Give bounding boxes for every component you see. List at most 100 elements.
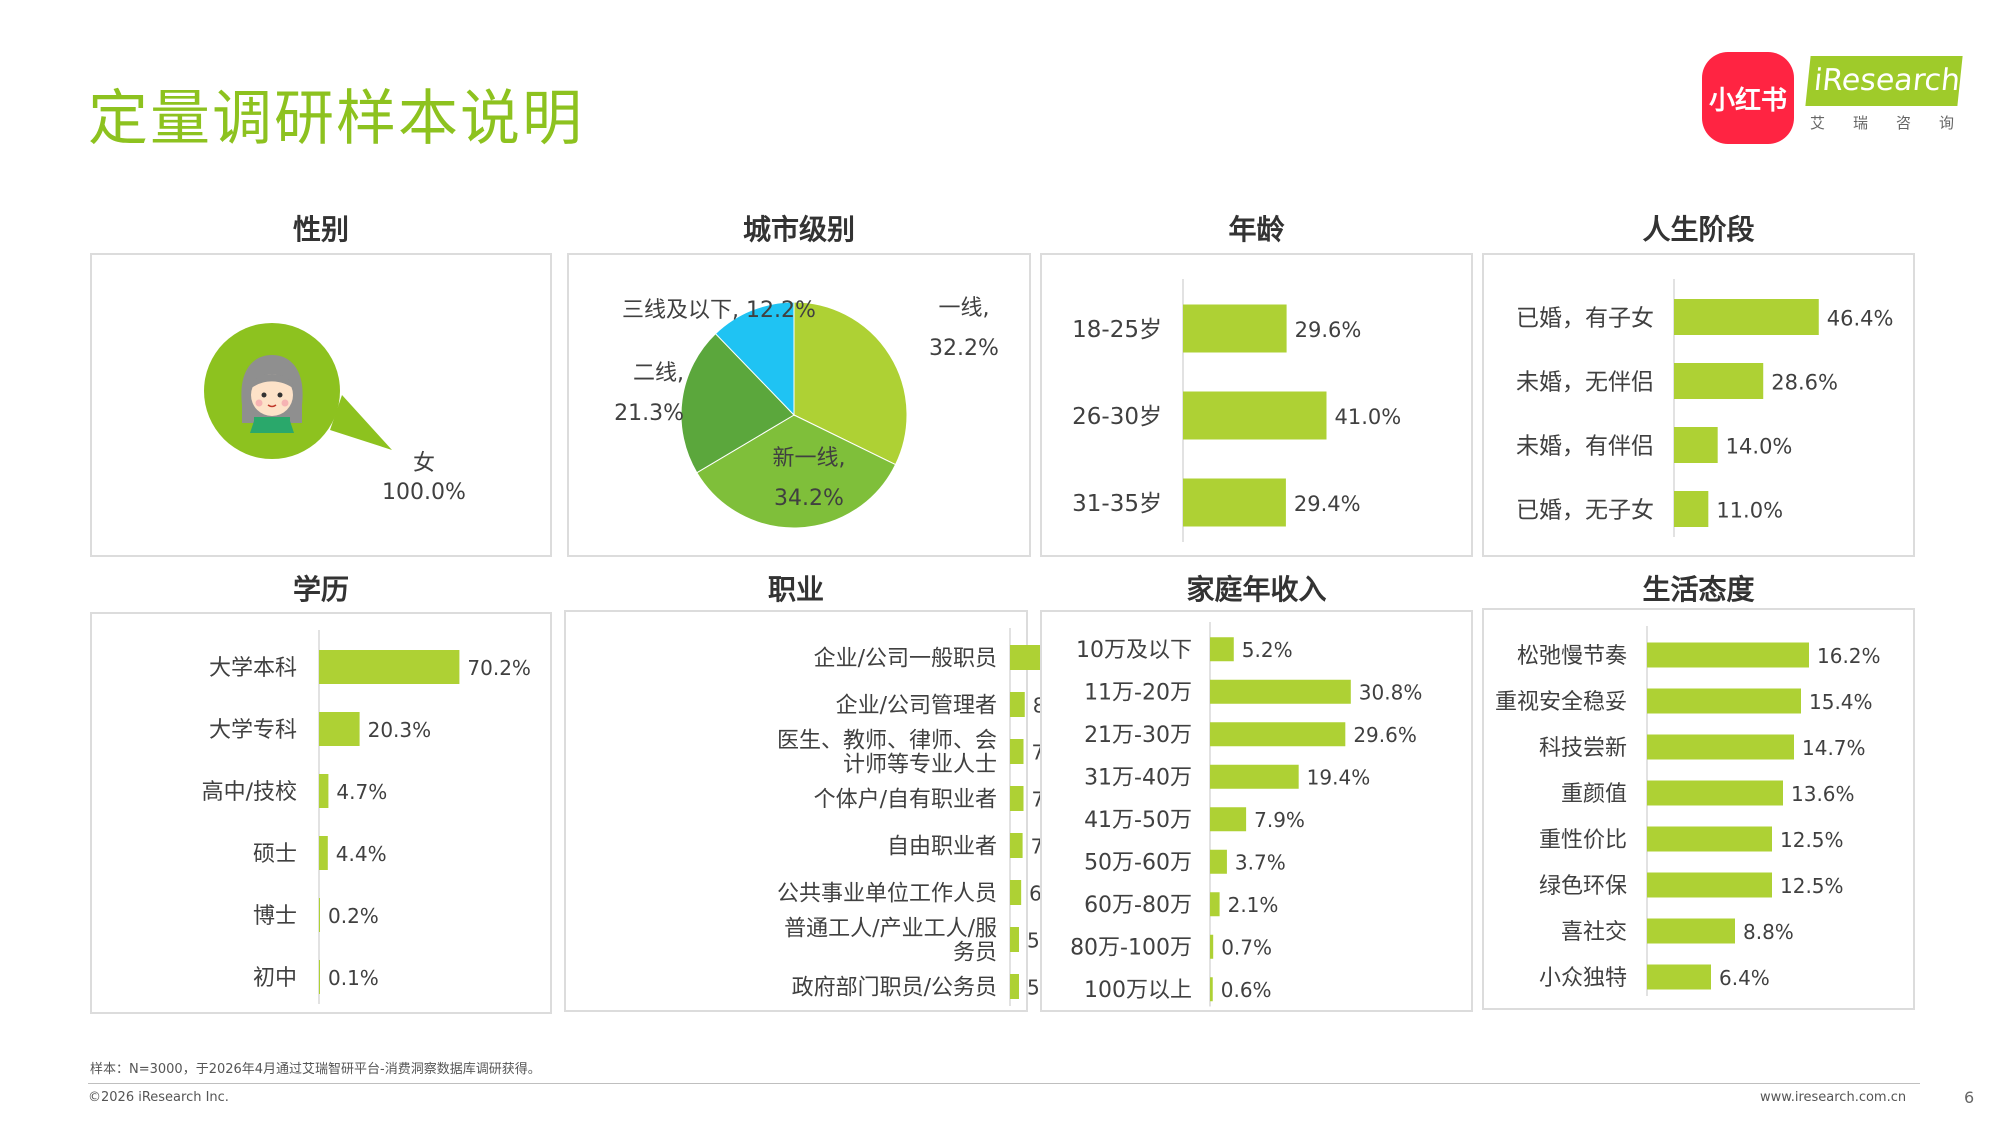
- attitude-panel: 16.2% 松弛慢节奏 15.4% 重视安全稳妥 14.7% 科技尝新 13.6% 重颜值 12…: [1482, 608, 1915, 1010]
- edu-category-label: 博士: [253, 904, 297, 929]
- age-value-label: 29.4%: [1294, 492, 1361, 516]
- edu-value-label: 0.2%: [328, 904, 379, 928]
- income-category-label: 21万-30万: [1084, 723, 1192, 748]
- age-category-label: 18-25岁: [1072, 317, 1162, 343]
- attitude-bar: [1647, 964, 1711, 990]
- income-category-label: 80万-100万: [1070, 936, 1192, 961]
- job-bar: [1010, 739, 1024, 764]
- footer-divider: [88, 1083, 1920, 1084]
- footnote: 样本：N=3000，于2026年4月通过艾瑞智研平台-消费洞察数据库调研获得。: [90, 1062, 541, 1077]
- attitude-category-label: 喜社交: [1561, 920, 1627, 945]
- income-value-label: 3.7%: [1235, 851, 1286, 875]
- life-panel: 46.4% 已婚，有子女 28.6% 未婚，无伴侣 14.0% 未婚，有伴侣 11.0% 已婚…: [1482, 253, 1915, 557]
- gender-value-label: 100.0%: [382, 480, 466, 505]
- city-chart: 一线, 32.2% 新一线, 34.2% 二线, 21.3% 三线及以下, 12.2%: [614, 296, 999, 529]
- edu-value-label: 4.7%: [336, 780, 387, 804]
- income-bar: [1210, 679, 1351, 704]
- life-title: 人生阶段: [1642, 213, 1755, 246]
- copyright: ©2026 iResearch Inc.: [88, 1090, 229, 1105]
- iresearch-logo: iResearch 艾瑞咨询: [1805, 52, 1983, 144]
- attitude-bar: [1647, 642, 1809, 668]
- job-category-label: 普通工人/产业工人/服: [784, 916, 997, 941]
- gender-chart: 女 100.0%: [204, 323, 466, 505]
- life-bar: [1674, 427, 1718, 463]
- edu-bar: [319, 650, 460, 684]
- job-category-label: 医生、教师、律师、会: [777, 728, 997, 753]
- edu-bar: [319, 898, 320, 932]
- income-panel: 5.2% 10万及以下 30.8% 11万-20万 29.6% 21万-30万 19.4% 3…: [1040, 610, 1473, 1012]
- attitude-bar: [1647, 918, 1735, 944]
- age-bar: [1183, 478, 1286, 527]
- edu-category-label: 大学本科: [209, 656, 297, 681]
- income-value-label: 19.4%: [1307, 766, 1371, 790]
- job-category-label: 企业/公司管理者: [836, 693, 997, 718]
- iresearch-logo-text: iResearch: [1805, 56, 1963, 106]
- city-pie-slice: [714, 301, 795, 417]
- job-category-label: 政府部门职员/公务员: [792, 975, 997, 1000]
- job-category-label: 个体户/自有职业者: [814, 787, 997, 812]
- attitude-bar: [1647, 872, 1772, 898]
- job-category-label: 务员: [953, 940, 997, 965]
- income-value-label: 5.2%: [1242, 638, 1293, 662]
- age-value-label: 29.6%: [1295, 318, 1362, 342]
- job-bar: [1010, 833, 1023, 858]
- job-chart: 49.1%企业/公司一般职员8.2%企业/公司管理者7.5%医生、教师、律师、会…: [777, 628, 1170, 1006]
- age-bar: [1183, 304, 1287, 353]
- life-category-label: 未婚，有伴侣: [1516, 433, 1654, 459]
- income-category-label: 31万-40万: [1084, 766, 1192, 791]
- life-value-label: 11.0%: [1716, 498, 1783, 522]
- city-value-label: 32.2%: [929, 336, 999, 361]
- edu-panel: 70.2% 大学本科 20.3% 大学专科 4.7% 高中/技校 4.4% 硕士 0.2% 博士 0…: [90, 612, 552, 1014]
- income-value-label: 30.8%: [1359, 681, 1423, 705]
- city-pie-slice: [680, 332, 795, 474]
- attitude-bar: [1647, 826, 1772, 852]
- edu-bar: [319, 774, 329, 808]
- income-bar: [1210, 849, 1227, 874]
- income-value-label: 0.7%: [1221, 936, 1272, 960]
- city-category-label: 二线,: [633, 361, 684, 386]
- edu-chart: 70.2% 大学本科 20.3% 大学专科 4.7% 高中/技校 4.4% 硕士 0.2% 博士 0…: [202, 630, 531, 1004]
- attitude-value-label: 16.2%: [1817, 644, 1881, 668]
- income-chart: 5.2% 10万及以下 30.8% 11万-20万 29.6% 21万-30万 19.4% 3…: [1070, 622, 1423, 1007]
- age-chart: 29.6% 18-25岁 41.0% 26-30岁 29.4% 31-35岁: [1072, 279, 1401, 542]
- life-value-label: 46.4%: [1827, 306, 1894, 330]
- age-category-label: 26-30岁: [1072, 404, 1162, 430]
- edu-bar: [319, 960, 320, 994]
- attitude-title: 生活态度: [1642, 573, 1755, 606]
- attitude-value-label: 14.7%: [1802, 736, 1866, 760]
- page-title: 定量调研样本说明: [88, 84, 584, 154]
- age-panel: 29.6% 18-25岁 41.0% 26-30岁 29.4% 31-35岁: [1040, 253, 1473, 557]
- job-category-label: 企业/公司一般职员: [814, 646, 997, 671]
- life-bar: [1674, 363, 1764, 399]
- job-category-label: 公共事业单位工作人员: [777, 881, 997, 906]
- city-category-label: 一线,: [939, 296, 990, 321]
- income-title: 家庭年收入: [1186, 573, 1327, 606]
- income-value-label: 29.6%: [1353, 723, 1417, 747]
- gender-title: 性别: [292, 213, 349, 246]
- female-avatar-icon: [241, 355, 303, 433]
- city-category-label: 三线及以下, 12.2%: [622, 298, 816, 323]
- attitude-chart: 16.2% 松弛慢节奏 15.4% 重视安全稳妥 14.7% 科技尝新 13.6% 重颜值 12…: [1495, 626, 1881, 996]
- edu-category-label: 硕士: [253, 842, 297, 867]
- job-bar: [1010, 974, 1019, 999]
- job-category-label: 计师等专业人士: [843, 752, 997, 777]
- life-chart: 46.4% 已婚，有子女 28.6% 未婚，无伴侣 14.0% 未婚，有伴侣 11.0% 已婚…: [1516, 279, 1894, 537]
- job-bar: [1010, 880, 1022, 905]
- income-bar: [1210, 722, 1346, 747]
- city-category-label: 新一线,: [773, 446, 846, 471]
- attitude-category-label: 重视安全稳妥: [1495, 690, 1627, 715]
- attitude-category-label: 小众独特: [1539, 966, 1627, 991]
- city-pie-slice: [793, 301, 908, 466]
- edu-value-label: 20.3%: [368, 718, 432, 742]
- age-category-label: 31-35岁: [1072, 491, 1162, 517]
- iresearch-logo-cn: 艾瑞咨询: [1810, 114, 1983, 132]
- life-bar: [1674, 491, 1709, 527]
- city-value-label: 34.2%: [774, 486, 844, 511]
- website-link[interactable]: www.iresearch.com.cn: [1760, 1090, 1907, 1105]
- city-title: 城市级别: [742, 213, 855, 246]
- income-bar: [1210, 934, 1214, 959]
- edu-title: 学历: [292, 573, 349, 606]
- page-number: 6: [1964, 1088, 1975, 1107]
- xiaohongshu-logo: 小红书: [1702, 52, 1794, 144]
- attitude-value-label: 12.5%: [1780, 828, 1844, 852]
